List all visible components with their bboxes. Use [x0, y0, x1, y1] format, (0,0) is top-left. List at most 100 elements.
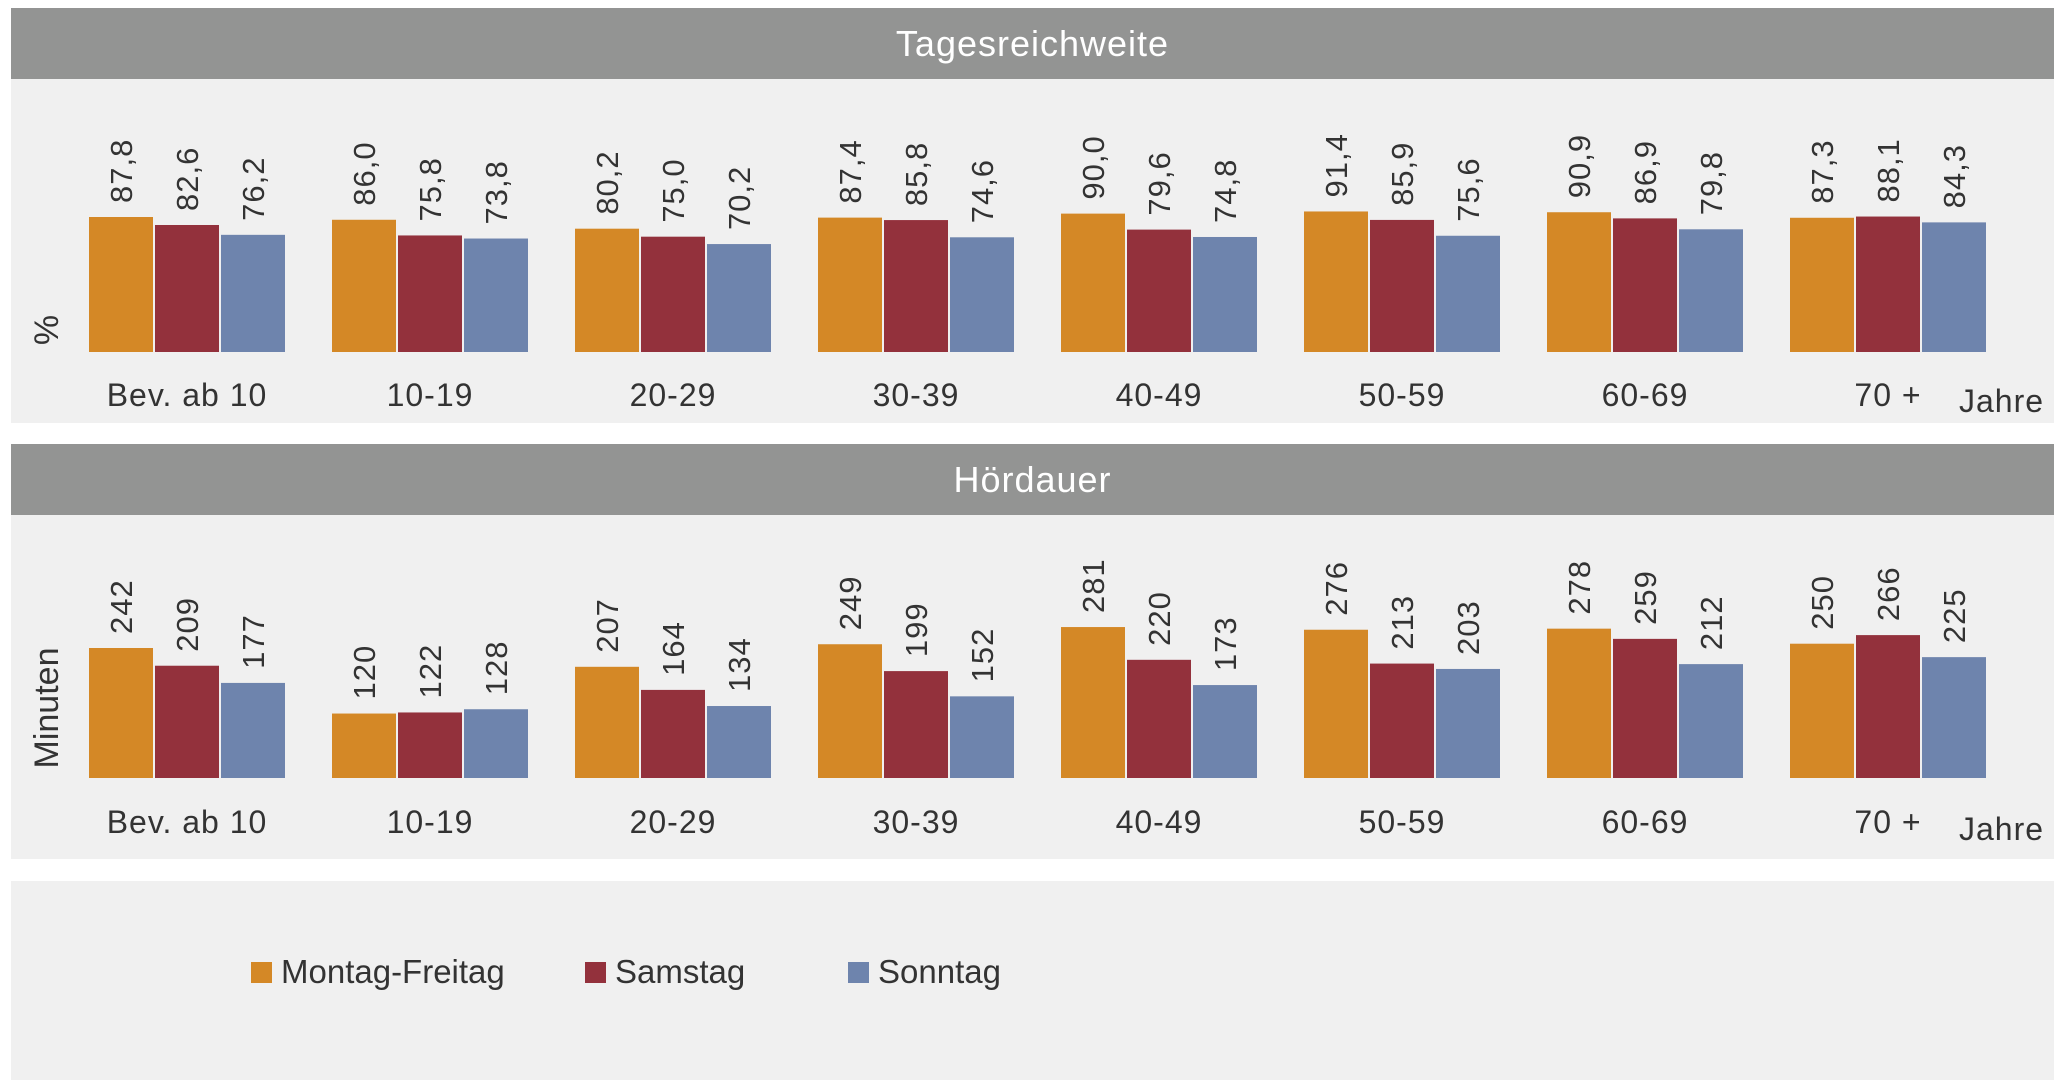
data-label: 90,0 — [1076, 135, 1111, 199]
data-label: 79,6 — [1142, 151, 1177, 215]
category-tick-label: 70 + — [1854, 377, 1921, 413]
data-label: 80,2 — [590, 150, 625, 214]
bar-samstag-4 — [1127, 659, 1191, 778]
data-label: 177 — [236, 614, 271, 669]
y-axis-label: % — [28, 315, 66, 345]
data-label: 82,6 — [170, 147, 205, 211]
legend-panel: Montag-Freitag Samstag Sonntag — [11, 881, 2054, 1080]
category-tick-label: 30-39 — [873, 377, 960, 413]
bar-sonntag-2 — [707, 244, 771, 352]
bar-samstag-1 — [398, 235, 462, 352]
bar-sonntag-3 — [950, 237, 1014, 352]
bar-samstag-4 — [1127, 229, 1191, 352]
data-label: 259 — [1628, 570, 1663, 625]
legend-swatch-montag-freitag — [251, 961, 272, 983]
data-label: 90,9 — [1562, 134, 1597, 198]
bar-montag-freitag-7 — [1790, 643, 1854, 778]
category-tick-label: 70 + — [1854, 804, 1921, 840]
bar-sonntag-1 — [464, 709, 528, 778]
bar-sonntag-7 — [1922, 222, 1986, 352]
data-label: 74,6 — [965, 159, 1000, 223]
legend-item-samstag: Samstag — [585, 953, 745, 991]
reach-chart: % 87,8 82,6 76,2 Bev. ab 10 86,0 75,8 73,8 10-19… — [28, 133, 2043, 419]
y-axis-label: Minuten — [28, 648, 66, 769]
data-label: 85,9 — [1385, 142, 1420, 206]
category-tick-label: Bev. ab 10 — [107, 377, 268, 413]
bar-montag-freitag-3 — [818, 217, 882, 352]
bar-montag-freitag-1 — [332, 713, 396, 778]
bar-sonntag-7 — [1922, 657, 1986, 778]
data-label: 76,2 — [236, 156, 271, 220]
data-label: 86,0 — [347, 141, 382, 205]
data-label: 209 — [170, 597, 205, 652]
category-tick-label: 20-29 — [630, 804, 717, 840]
category-tick-label: 60-69 — [1602, 377, 1689, 413]
bar-sonntag-6 — [1679, 229, 1743, 352]
bar-montag-freitag-3 — [818, 644, 882, 778]
bar-samstag-1 — [398, 712, 462, 778]
legend-swatch-samstag — [585, 961, 606, 983]
bar-samstag-0 — [155, 665, 219, 778]
bar-sonntag-0 — [221, 682, 285, 778]
bar-montag-freitag-5 — [1304, 211, 1368, 352]
data-label: 85,8 — [899, 142, 934, 206]
data-label: 220 — [1142, 591, 1177, 646]
data-label: 84,3 — [1937, 144, 1972, 208]
bar-montag-freitag-2 — [575, 666, 639, 778]
legend-item-montag-freitag: Montag-Freitag — [251, 953, 505, 991]
data-label: 91,4 — [1319, 133, 1354, 197]
data-label: 87,3 — [1805, 139, 1840, 203]
bar-sonntag-5 — [1436, 668, 1500, 778]
bar-sonntag-1 — [464, 238, 528, 352]
bar-montag-freitag-5 — [1304, 629, 1368, 778]
bar-samstag-3 — [884, 671, 948, 778]
data-label: 212 — [1694, 595, 1729, 650]
data-label: 152 — [965, 628, 1000, 683]
category-tick-label: 10-19 — [387, 377, 474, 413]
bar-samstag-6 — [1613, 218, 1677, 352]
bar-montag-freitag-4 — [1061, 627, 1125, 778]
data-label: 207 — [590, 598, 625, 653]
bar-montag-freitag-6 — [1547, 212, 1611, 352]
bar-samstag-7 — [1856, 216, 1920, 352]
reach-title: Tagesreichweite — [11, 8, 2054, 79]
bar-samstag-6 — [1613, 638, 1677, 778]
bar-samstag-0 — [155, 224, 219, 352]
duration-title: Hördauer — [11, 444, 2054, 515]
bar-sonntag-5 — [1436, 235, 1500, 352]
bar-sonntag-0 — [221, 234, 285, 352]
data-label: 75,8 — [413, 157, 448, 221]
data-label: 88,1 — [1871, 138, 1906, 202]
bar-montag-freitag-1 — [332, 219, 396, 352]
data-label: 87,8 — [104, 139, 139, 203]
bar-samstag-7 — [1856, 635, 1920, 778]
category-tick-label: 20-29 — [630, 377, 717, 413]
data-label: 276 — [1319, 561, 1354, 616]
category-tick-label: Bev. ab 10 — [107, 804, 268, 840]
data-label: 70,2 — [722, 166, 757, 230]
bar-samstag-2 — [641, 236, 705, 352]
bar-montag-freitag-7 — [1790, 217, 1854, 352]
bar-samstag-3 — [884, 220, 948, 352]
data-label: 213 — [1385, 595, 1420, 650]
data-label: 199 — [899, 602, 934, 657]
bar-sonntag-3 — [950, 696, 1014, 778]
data-label: 120 — [347, 645, 382, 700]
bar-samstag-5 — [1370, 219, 1434, 352]
legend-swatch-sonntag — [848, 961, 869, 983]
data-label: 242 — [104, 579, 139, 634]
category-tick-label: 50-59 — [1359, 377, 1446, 413]
legend-label: Montag-Freitag — [281, 953, 505, 990]
bar-samstag-2 — [641, 689, 705, 778]
data-label: 173 — [1208, 616, 1243, 671]
category-tick-label: 40-49 — [1116, 804, 1203, 840]
data-label: 266 — [1871, 566, 1906, 621]
data-label: 75,6 — [1451, 157, 1486, 221]
data-label: 86,9 — [1628, 140, 1663, 204]
bar-sonntag-4 — [1193, 685, 1257, 778]
category-tick-label: 30-39 — [873, 804, 960, 840]
data-label: 73,8 — [479, 160, 514, 224]
bar-sonntag-2 — [707, 706, 771, 778]
category-tick-label: 40-49 — [1116, 377, 1203, 413]
bar-samstag-5 — [1370, 663, 1434, 778]
